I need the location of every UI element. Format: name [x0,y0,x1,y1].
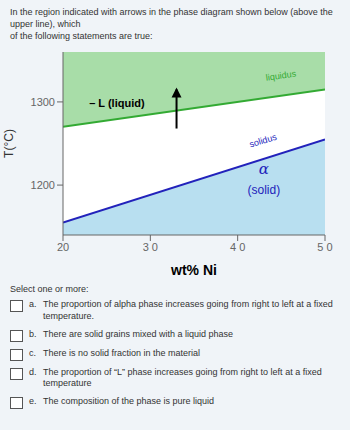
html-text:Select one or more:: Select one or more: [10,284,89,295]
svg-text:wt% Ni: wt% Ni [170,262,217,278]
svg-text:3 0: 3 0 [143,241,158,253]
svg-text:20: 20 [57,241,69,253]
html-text:There is no solid fraction in: There is no solid fraction in the materi… [43,347,201,358]
html-text:c.: c. [29,347,36,358]
html-text:The proportion of “L” phase in: The proportion of “L” phase increases go… [43,366,322,389]
svg-text:liquidus: liquidus [265,69,297,83]
svg-text:1300: 1300 [31,96,55,108]
svg-text:T(°C): T(°C) [8,130,16,159]
html-text:b.: b. [29,328,37,339]
svg-text:(solid): (solid) [248,183,281,197]
svg-text:4 0: 4 0 [230,241,245,253]
html-text:d.: d. [29,366,37,377]
svg-text:solidus: solidus [248,132,278,150]
html-text:The proportion of alpha phase: The proportion of alpha phase increases … [43,299,333,322]
html-text:The composition of the phase i: The composition of the phase is pure liq… [43,396,215,407]
svg-text:α: α [259,161,269,179]
html-text:a.: a. [29,299,37,310]
html-text:In the region indicated with a: In the region indicated with arrows in t… [10,7,336,42]
svg-text:– L (liquid): – L (liquid) [89,98,145,110]
svg-text:5 0: 5 0 [317,241,332,253]
html-text:e.: e. [29,396,37,407]
html-text:There are solid grains mixed w: There are solid grains mixed with a liqu… [43,328,234,339]
svg-text:1200: 1200 [31,179,55,191]
